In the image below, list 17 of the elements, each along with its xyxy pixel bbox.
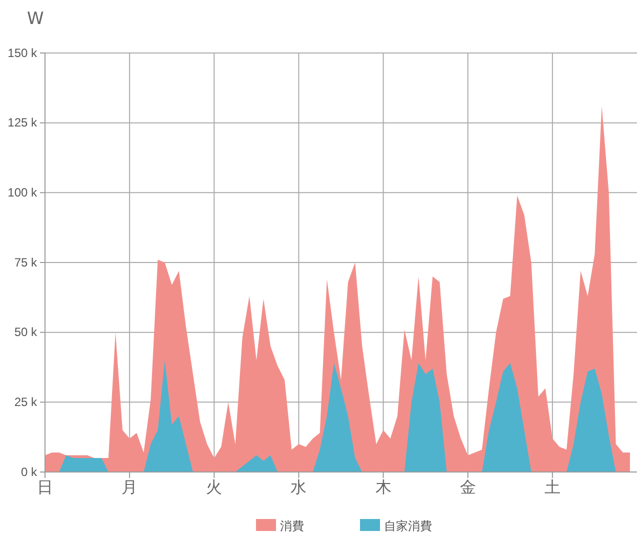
legend-label: 自家消費: [384, 519, 432, 533]
x-tick-label: 木: [375, 478, 392, 496]
x-tick-label: 日: [37, 479, 53, 496]
x-tick-label: 水: [290, 478, 307, 496]
x-tick-label: 土: [544, 478, 560, 496]
y-tick-label: 150 k: [8, 46, 38, 60]
x-tick-label: 火: [206, 478, 222, 496]
y-tick-label: 75 k: [14, 255, 38, 270]
y-tick-label: 25 k: [14, 395, 38, 410]
y-tick-label: 125 k: [8, 116, 38, 130]
y-tick-label: 0 k: [20, 464, 38, 479]
x-tick-label: 月: [122, 479, 138, 496]
legend-label: 消費: [280, 519, 304, 533]
y-axis-title: W: [27, 9, 44, 29]
y-tick-label: 100 k: [8, 186, 38, 200]
x-tick-label: 金: [460, 479, 476, 496]
y-tick-label: 50 k: [14, 325, 38, 340]
